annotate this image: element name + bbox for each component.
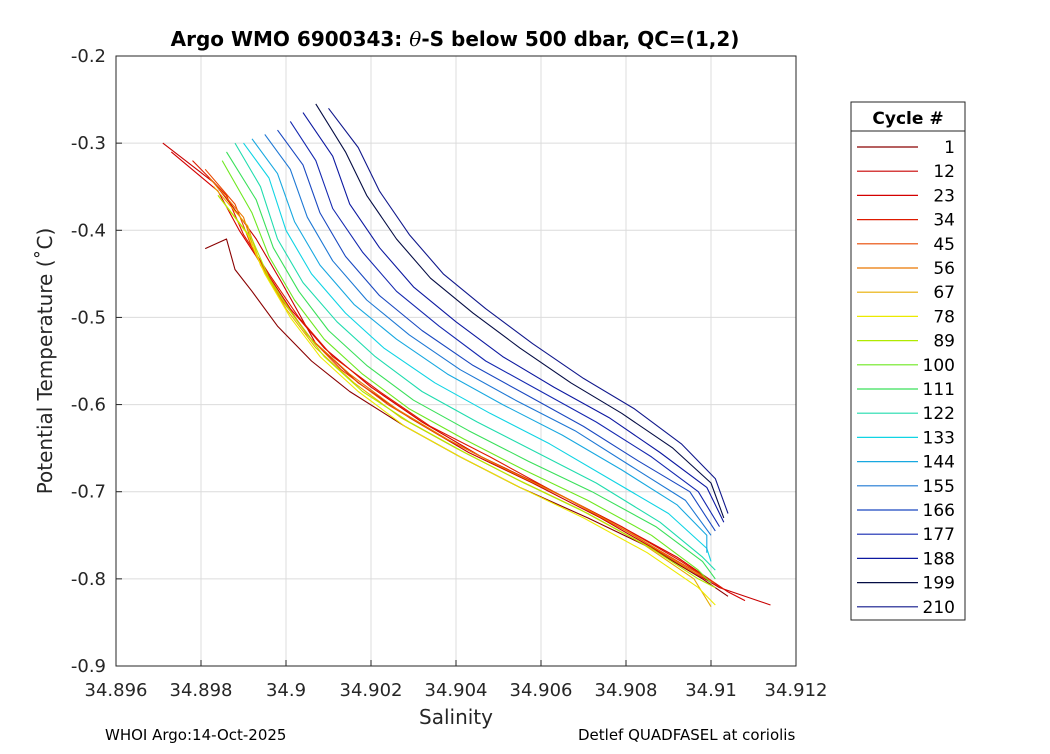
legend-label-cycle-23: 23 — [933, 186, 955, 206]
series-line-cycle-122 — [234, 142, 716, 571]
x-tick-label: 34.904 — [425, 680, 488, 701]
ticks: 34.896 34.898 34.9 34.902 34.904 34.906 34.908… — [71, 46, 828, 701]
x-tick-label: 34.912 — [765, 680, 828, 701]
legend-label-cycle-89: 89 — [933, 332, 955, 352]
legend-label-cycle-45: 45 — [933, 235, 955, 255]
series-line-cycle-199 — [315, 103, 725, 519]
y-tick-label: -0.4 — [71, 220, 106, 241]
legend-label-cycle-34: 34 — [933, 211, 955, 231]
footer-operator: Detlef QUADFASEL at coriolis — [578, 726, 796, 744]
series-line-cycle-23 — [170, 151, 746, 602]
x-axis-label: Salinity — [419, 705, 493, 729]
x-tick-label: 34.902 — [340, 680, 403, 701]
legend-label-cycle-133: 133 — [923, 428, 955, 448]
legend-label-cycle-67: 67 — [933, 283, 955, 303]
y-tick-label: -0.5 — [71, 307, 106, 328]
legend-label-cycle-155: 155 — [923, 477, 955, 497]
series-line-cycle-210 — [328, 107, 729, 514]
x-tick-label: 34.896 — [85, 680, 148, 701]
series-line-cycle-56 — [209, 177, 708, 580]
y-axis-label: Potential Temperature (˚C) — [33, 228, 57, 495]
legend-label-cycle-100: 100 — [923, 356, 955, 376]
series-line-cycle-166 — [277, 129, 716, 532]
legend-label-cycle-166: 166 — [923, 501, 955, 521]
legend-label-cycle-144: 144 — [923, 453, 955, 473]
chart-title: Argo WMO 6900343: θ-S below 500 dbar, QC… — [171, 27, 740, 51]
series-line-cycle-34 — [192, 160, 725, 590]
x-tick-label: 34.908 — [595, 680, 658, 701]
y-tick-label: -0.7 — [71, 482, 106, 503]
y-tick-label: -0.6 — [71, 395, 106, 416]
legend-label-cycle-177: 177 — [923, 525, 955, 545]
legend-label-cycle-188: 188 — [923, 549, 955, 569]
legend-items: 1 12 23 34 45 56 67 78 89 100 111 122 133 144 155 166 17… — [857, 138, 955, 618]
x-tick-label: 34.906 — [510, 680, 573, 701]
y-tick-label: -0.2 — [71, 46, 106, 67]
legend-title: Cycle # — [872, 109, 943, 129]
series-line-cycle-155 — [264, 134, 712, 536]
legend-label-cycle-1: 1 — [944, 138, 955, 158]
legend-label-cycle-56: 56 — [933, 259, 955, 279]
y-tick-label: -0.3 — [71, 133, 106, 154]
series-line-cycle-12 — [162, 142, 771, 606]
chart-title-suffix: -S below 500 dbar, QC=(1,2) — [421, 27, 739, 51]
series-line-cycle-100 — [221, 160, 712, 584]
series-line-cycle-177 — [289, 121, 720, 527]
series-line-cycle-78 — [217, 195, 716, 606]
legend-label-cycle-199: 199 — [923, 574, 955, 594]
legend-label-cycle-210: 210 — [923, 598, 955, 618]
plot-lines — [162, 103, 771, 607]
series-line-cycle-111 — [226, 151, 716, 580]
y-tick-label: -0.9 — [71, 656, 106, 677]
chart-title-prefix: Argo WMO 6900343: — [171, 27, 410, 51]
series-line-cycle-89 — [217, 195, 716, 589]
footer-credit: WHOI Argo:14-Oct-2025 — [105, 726, 287, 744]
x-tick-label: 34.9 — [266, 680, 306, 701]
series-line-cycle-188 — [302, 112, 725, 523]
series-line-cycle-144 — [251, 138, 708, 553]
x-tick-label: 34.91 — [685, 680, 737, 701]
legend-label-cycle-78: 78 — [933, 307, 955, 327]
chart-title-theta: θ — [409, 27, 421, 51]
series-line-cycle-133 — [243, 142, 712, 562]
legend-label-cycle-111: 111 — [923, 380, 955, 400]
y-tick-label: -0.8 — [71, 569, 106, 590]
legend: Cycle # 1 12 23 34 45 56 67 78 89 100 111 122 133 144… — [850, 101, 966, 621]
legend-label-cycle-12: 12 — [933, 162, 955, 182]
x-tick-label: 34.898 — [170, 680, 233, 701]
legend-label-cycle-122: 122 — [923, 404, 955, 424]
